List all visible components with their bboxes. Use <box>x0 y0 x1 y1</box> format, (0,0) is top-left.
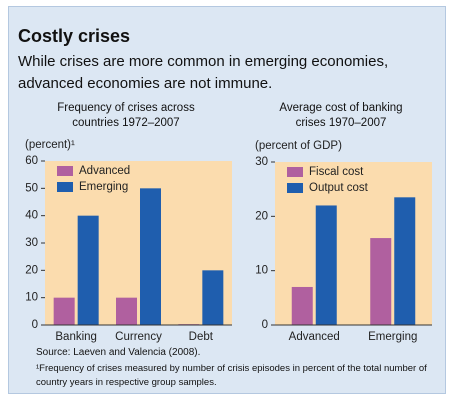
legend-label: Emerging <box>79 181 128 193</box>
note: ¹Frequency of crises measured by number … <box>36 363 427 388</box>
legend-swatch <box>57 182 73 192</box>
y-axis-label: (percent)¹ <box>25 139 75 151</box>
bar <box>116 297 137 325</box>
y-tick-label: 0 <box>262 319 268 331</box>
x-tick-label: Banking <box>55 331 97 343</box>
y-tick-label: 0 <box>32 319 38 331</box>
legend-swatch <box>287 167 303 177</box>
bar <box>53 297 75 325</box>
bar <box>202 270 224 325</box>
y-tick-label: 30 <box>255 156 268 168</box>
legend-label: Output cost <box>309 182 369 194</box>
y-tick-label: 40 <box>25 210 38 222</box>
title: Costly crises <box>18 26 131 46</box>
x-tick-label: Emerging <box>368 331 417 343</box>
plot-area <box>45 161 232 325</box>
bar <box>315 205 337 325</box>
bar <box>291 286 313 325</box>
bar <box>394 197 416 325</box>
bar <box>370 238 392 325</box>
legend-swatch <box>287 183 303 193</box>
y-tick-label: 50 <box>25 182 38 194</box>
chart-title: Average cost of banking crises 1970–2007 <box>279 102 403 129</box>
y-tick-label: 30 <box>25 237 38 249</box>
legend-swatch <box>57 166 73 176</box>
legend-label: Fiscal cost <box>309 166 364 178</box>
x-tick-label: Debt <box>189 331 214 343</box>
y-tick-label: 20 <box>255 210 268 222</box>
y-tick-label: 10 <box>255 265 268 277</box>
chart-title: Frequency of crises across countries 197… <box>57 102 195 129</box>
y-tick-label: 10 <box>25 292 38 304</box>
x-tick-label: Advanced <box>289 331 340 343</box>
legend-label: Advanced <box>79 165 130 177</box>
y-tick-label: 20 <box>25 264 38 276</box>
y-axis-label: (percent of GDP) <box>255 140 342 152</box>
bar <box>77 215 99 325</box>
source: Source: Laeven and Valencia (2008). <box>36 347 201 358</box>
bar <box>140 188 161 325</box>
y-tick-label: 60 <box>25 155 38 167</box>
subtitle: While crises are more common in emerging… <box>18 53 389 92</box>
x-tick-label: Currency <box>115 331 162 343</box>
